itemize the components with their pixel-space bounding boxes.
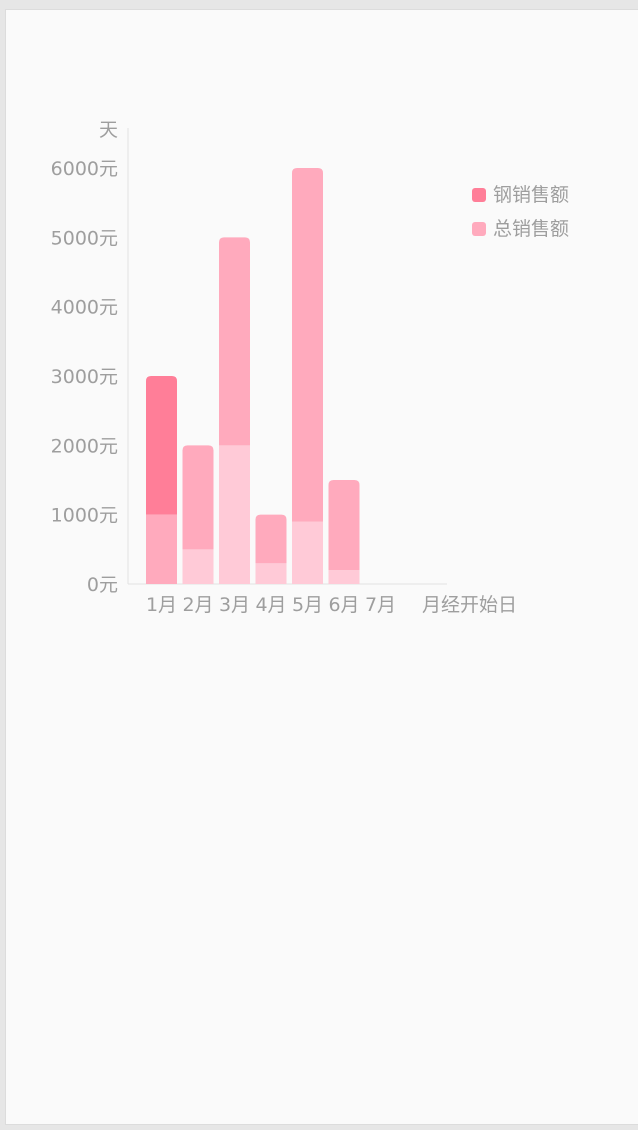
y-tick-label: 1000元 (51, 505, 118, 527)
sales-bar-chart: 天 0元 1000元 2000元 3000元 4000元 5000元 6000元 1月 2月 3月 4… (6, 10, 638, 1124)
bar-segment-base (292, 522, 323, 584)
legend-label: 钢销售额 (493, 184, 569, 206)
legend-swatch (472, 188, 486, 202)
app-screen: 天 0元 1000元 2000元 3000元 4000元 5000元 6000元 1月 2月 3月 4… (6, 10, 638, 1124)
x-tick-label: 7月 (365, 594, 396, 616)
y-tick-label: 0元 (87, 574, 118, 596)
y-axis-unit-label: 天 (99, 119, 118, 141)
bar-segment-top (329, 480, 360, 570)
x-tick-label: 4月 (255, 594, 286, 616)
bar-segment-top (256, 515, 287, 564)
bar-segment-top (292, 168, 323, 522)
y-tick-label: 5000元 (51, 227, 118, 249)
bar-segment-base (329, 570, 360, 584)
x-tick-label: 3月 (219, 594, 250, 616)
x-tick-label: 1月 (146, 594, 177, 616)
x-tick-label: 6月 (328, 594, 359, 616)
legend-label: 总销售额 (493, 218, 569, 240)
bar-segment-top (146, 376, 177, 515)
chart-bars (146, 168, 360, 584)
x-axis-unit-label: 月经开始日 (422, 594, 517, 616)
bar-segment-base (219, 445, 250, 584)
bar-segment-base (146, 515, 177, 584)
x-tick-label: 5月 (292, 594, 323, 616)
bar-segment-top (219, 237, 250, 445)
x-tick-label: 2月 (182, 594, 213, 616)
bar-segment-base (256, 563, 287, 584)
y-tick-label: 3000元 (51, 366, 118, 388)
bar-segment-top (183, 445, 214, 549)
y-tick-label: 4000元 (51, 297, 118, 319)
y-tick-label: 6000元 (51, 158, 118, 180)
legend-swatch (472, 222, 486, 236)
y-tick-label: 2000元 (51, 435, 118, 457)
bar-segment-base (183, 549, 214, 584)
